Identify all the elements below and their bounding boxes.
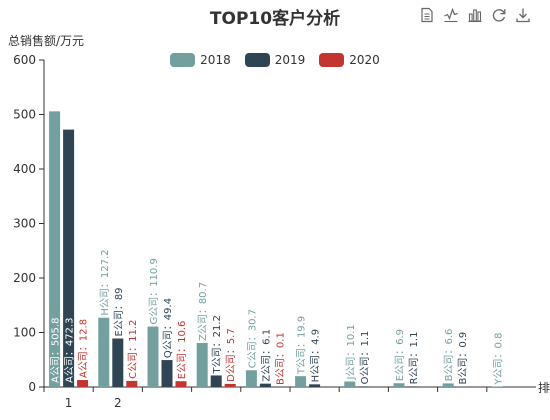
bar-2018-5 (245, 370, 257, 387)
bar-2019-7 (358, 386, 370, 387)
bar-2018-9 (442, 383, 454, 387)
data-label: O公司：1.1 (360, 331, 371, 385)
restore-icon[interactable] (490, 6, 508, 24)
y-axis-label: 总销售额/万元 (8, 34, 85, 48)
data-label: A公司：505.8 (51, 318, 62, 383)
bar-2019-3 (161, 360, 173, 387)
bar-2018-7 (344, 381, 356, 387)
y-tick-label: 500 (13, 108, 36, 122)
bar-2018-2 (98, 317, 110, 387)
data-label: B公司：0.1 (275, 332, 286, 385)
data-label: Y公司：0.8 (493, 333, 504, 386)
data-label: B公司：0.9 (458, 332, 469, 385)
data-view-icon[interactable] (418, 6, 436, 24)
legend-label-2020: 2020 (349, 53, 380, 67)
legend: 2018 2019 2020 (0, 53, 550, 67)
x-tick-label: 2 (114, 396, 122, 410)
data-label: Z公司：80.7 (198, 282, 209, 341)
legend-label-2018: 2018 (200, 53, 231, 67)
data-label: C公司：30.7 (247, 309, 258, 368)
y-tick-label: 100 (13, 326, 36, 340)
data-label: B公司：6.6 (444, 329, 455, 382)
bar-2018-6 (295, 376, 307, 387)
bar-2019-8 (407, 386, 419, 387)
bar-2019-6 (309, 384, 321, 387)
bar-chart-icon[interactable] (466, 6, 484, 24)
y-tick-label: 600 (13, 53, 36, 67)
bar-2019-5 (259, 383, 271, 387)
bar-2019-1 (63, 129, 75, 387)
legend-item-2019[interactable]: 2019 (244, 53, 306, 67)
bar-2020-3 (175, 381, 187, 387)
data-label: Z公司：6.1 (261, 329, 272, 382)
data-label: Q公司：49.4 (163, 298, 174, 358)
bar-2018-4 (196, 343, 208, 387)
legend-label-2019: 2019 (274, 53, 306, 67)
bar-2020-2 (126, 380, 138, 387)
x-axis-label: 排 (538, 381, 550, 395)
data-label: E公司：89 (114, 287, 125, 336)
bar-2018-3 (147, 326, 159, 387)
data-label: A公司：12.8 (79, 319, 90, 378)
data-label: A公司：472.3 (65, 318, 76, 383)
bar-2019-2 (112, 338, 124, 387)
data-label: C公司：11.2 (128, 320, 139, 379)
x-tick-label: 1 (65, 396, 73, 410)
chart-title: TOP10客户分析 (209, 9, 341, 29)
data-label: T公司：21.2 (212, 315, 223, 374)
data-label: E公司：6.9 (395, 329, 406, 381)
data-label: R公司：1.1 (409, 332, 420, 385)
y-tick-label: 300 (13, 217, 36, 231)
data-label: T公司：19.9 (297, 316, 308, 375)
legend-swatch-2019 (244, 53, 270, 67)
y-tick-label: 200 (13, 271, 36, 285)
data-label: G公司：110.9 (149, 258, 160, 324)
bar-2020-4 (224, 383, 236, 387)
bar-2018-8 (393, 383, 405, 387)
y-tick-label: 400 (13, 162, 36, 176)
legend-item-2018[interactable]: 2018 (170, 53, 231, 67)
legend-swatch-2018 (170, 53, 196, 67)
bar-2018-1 (49, 111, 61, 388)
data-label: H公司：127.2 (100, 250, 111, 316)
data-label: E公司：10.6 (177, 321, 188, 380)
bar-2020-1 (77, 380, 89, 387)
line-chart-icon[interactable] (442, 6, 460, 24)
toolbox (418, 6, 532, 24)
legend-swatch-2020 (319, 53, 345, 67)
y-tick-label: 0 (28, 380, 36, 394)
bar-2019-4 (210, 375, 222, 387)
data-label: D公司：5.7 (226, 328, 237, 382)
data-label: J公司：10.1 (346, 324, 357, 380)
legend-item-2020[interactable]: 2020 (319, 53, 380, 67)
data-label: H公司：4.9 (311, 329, 322, 382)
download-icon[interactable] (514, 6, 532, 24)
